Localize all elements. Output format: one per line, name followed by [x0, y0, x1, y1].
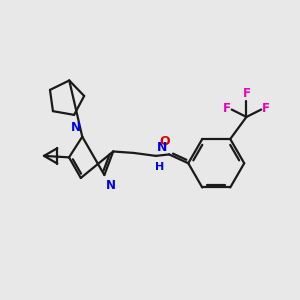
- Text: H: H: [155, 162, 164, 172]
- Text: F: F: [262, 103, 270, 116]
- Text: N: N: [158, 141, 168, 154]
- Text: F: F: [223, 103, 230, 116]
- Text: F: F: [242, 87, 250, 100]
- Text: N: N: [71, 122, 81, 134]
- Text: N: N: [106, 178, 116, 192]
- Text: O: O: [159, 135, 170, 148]
